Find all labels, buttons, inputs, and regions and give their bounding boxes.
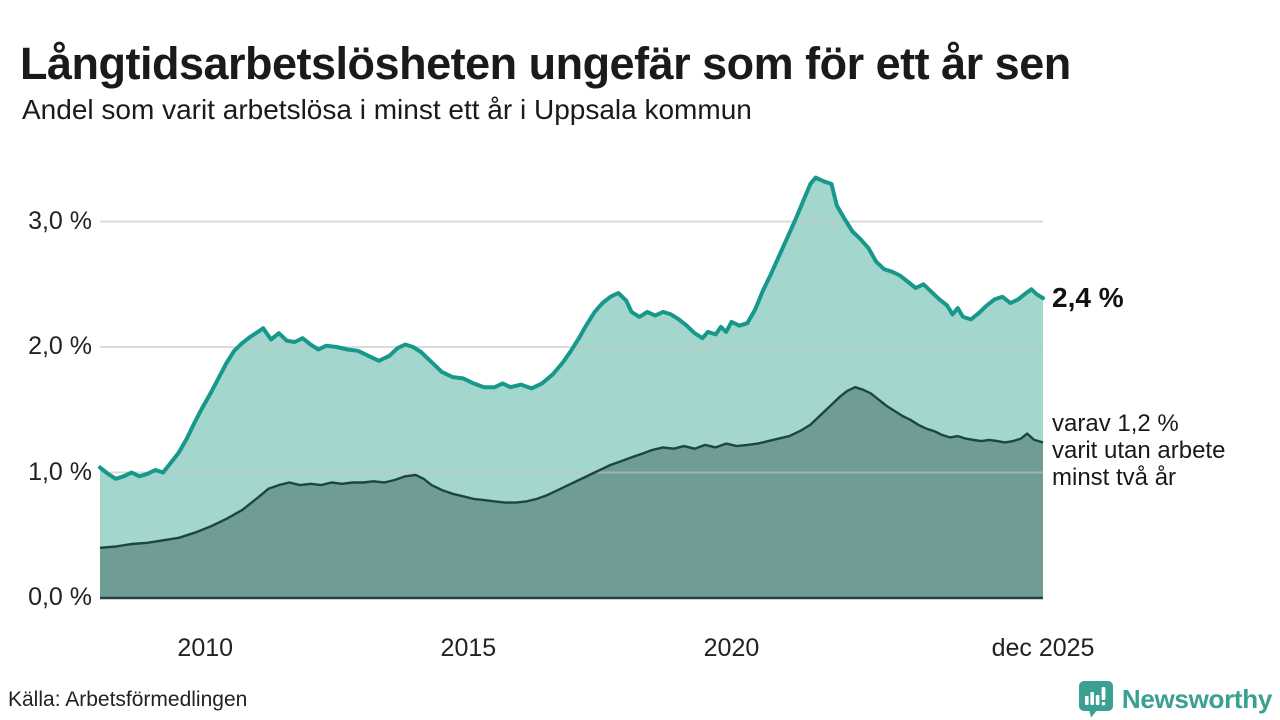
source-label: Källa: Arbetsförmedlingen <box>8 688 248 711</box>
latest-value-label: 2,4 % <box>1052 282 1124 314</box>
x-axis-tick-label: 2015 <box>440 634 497 662</box>
y-axis-tick-label: 3,0 % <box>28 206 92 235</box>
chart-title: Långtidsarbetslösheten ungefär som för e… <box>20 38 1071 90</box>
newsworthy-logo: Newsworthy <box>1078 680 1272 718</box>
x-axis-tick-label: dec 2025 <box>991 634 1095 662</box>
two-year-annotation: varav 1,2 % varit utan arbete minst två … <box>1052 410 1226 492</box>
newsworthy-wordmark: Newsworthy <box>1121 683 1272 714</box>
y-axis-tick-label: 2,0 % <box>28 332 92 360</box>
y-axis-tick-label: 1,0 % <box>28 457 92 486</box>
newsworthy-icon <box>1078 681 1113 718</box>
x-axis-tick-label: 2010 <box>177 634 234 662</box>
y-axis-tick-label: 0,0 % <box>28 583 92 611</box>
x-axis-tick-label: 2020 <box>703 634 760 662</box>
chart-subtitle: Andel som varit arbetslösa i minst ett å… <box>22 94 752 125</box>
